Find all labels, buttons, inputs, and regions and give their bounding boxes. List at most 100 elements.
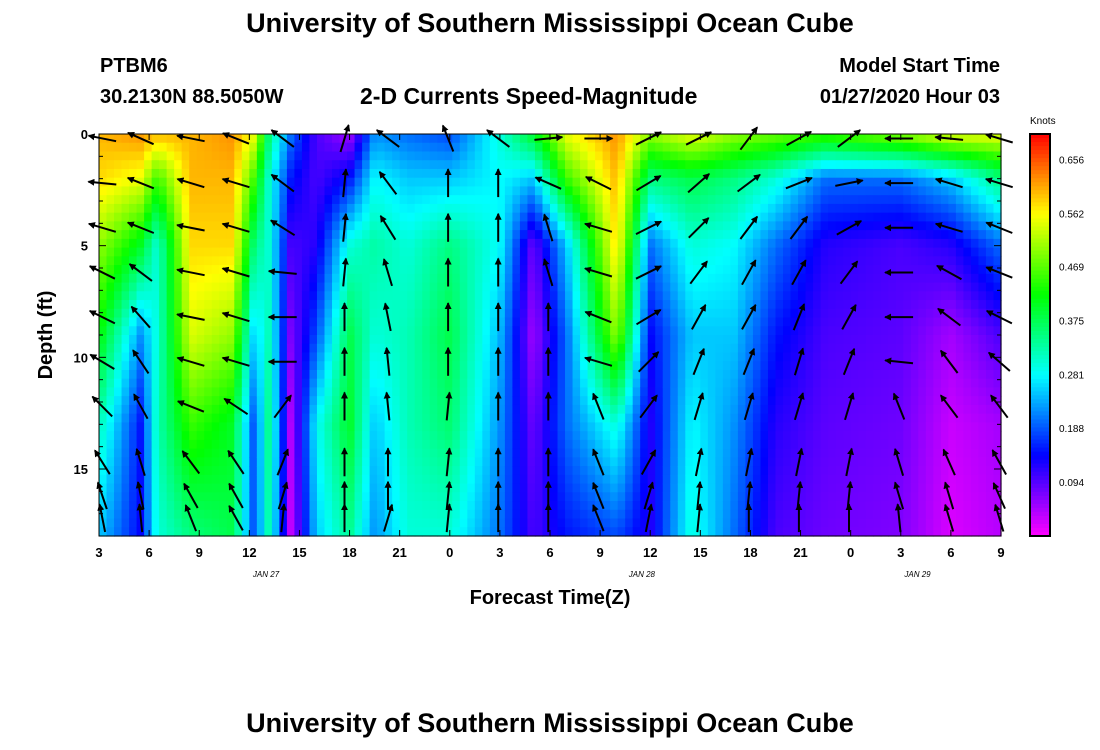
heatmap-cell xyxy=(159,177,168,188)
heatmap-cell xyxy=(99,265,108,275)
heatmap-cell xyxy=(151,369,160,380)
heatmap-cell xyxy=(783,326,792,336)
heatmap-cell xyxy=(595,195,604,205)
heatmap-cell xyxy=(99,396,108,406)
heatmap-cell xyxy=(828,404,837,415)
heatmap-cell xyxy=(294,457,303,467)
heatmap-cell xyxy=(798,474,807,485)
heatmap-cell xyxy=(542,527,551,537)
heatmap-cell xyxy=(707,134,716,144)
heatmap-cell xyxy=(452,317,461,327)
heatmap-cell xyxy=(632,431,641,441)
heatmap-cell xyxy=(587,186,596,196)
heatmap-cell xyxy=(354,160,363,170)
heatmap-cell xyxy=(459,326,468,336)
heatmap-cell xyxy=(249,492,258,502)
heatmap-cell xyxy=(264,317,273,327)
heatmap-cell xyxy=(452,361,461,371)
heatmap-cell xyxy=(580,186,589,196)
heatmap-cell xyxy=(865,195,874,205)
heatmap-cell xyxy=(467,378,476,389)
heatmap-cell xyxy=(474,352,483,362)
heatmap-cell xyxy=(662,361,671,371)
heatmap-cell xyxy=(722,343,731,354)
heatmap-cell xyxy=(422,151,431,161)
heatmap-cell xyxy=(790,291,799,301)
heatmap-cell xyxy=(715,212,724,222)
heatmap-cell xyxy=(211,404,220,415)
heatmap-cell xyxy=(271,265,280,275)
heatmap-cell xyxy=(114,317,123,327)
heatmap-cell xyxy=(144,343,153,354)
heatmap-cell xyxy=(144,352,153,362)
heatmap-cell xyxy=(820,142,829,153)
heatmap-cell xyxy=(332,168,341,179)
heatmap-cell xyxy=(557,396,566,406)
heatmap-cell xyxy=(707,195,716,205)
heatmap-cell xyxy=(843,186,852,196)
heatmap-cell xyxy=(362,518,371,528)
heatmap-cell xyxy=(805,422,814,432)
heatmap-cell xyxy=(798,195,807,205)
heatmap-cell xyxy=(783,308,792,319)
heatmap-cell xyxy=(820,256,829,266)
heatmap-cell xyxy=(99,343,108,354)
heatmap-cell xyxy=(174,203,183,214)
heatmap-cell xyxy=(429,195,438,205)
heatmap-cell xyxy=(174,439,183,450)
heatmap-cell xyxy=(414,369,423,380)
heatmap-cell xyxy=(828,387,837,397)
heatmap-cell xyxy=(580,466,589,476)
heatmap-cell xyxy=(828,378,837,389)
heatmap-cell xyxy=(467,212,476,222)
heatmap-cell xyxy=(504,212,514,222)
heatmap-cell xyxy=(422,509,431,520)
heatmap-cell xyxy=(474,221,483,231)
heatmap-cell xyxy=(542,195,551,205)
heatmap-cell xyxy=(159,492,168,502)
heatmap-cell xyxy=(685,352,694,362)
heatmap-cell xyxy=(452,134,461,144)
heatmap-cell xyxy=(512,492,521,502)
heatmap-cell xyxy=(677,387,686,397)
heatmap-cell xyxy=(565,265,574,275)
heatmap-cell xyxy=(294,492,303,502)
heatmap-cell xyxy=(775,369,784,380)
heatmap-cell xyxy=(519,308,529,319)
heatmap-cell xyxy=(271,256,280,266)
heatmap-cell xyxy=(685,474,694,485)
heatmap-cell xyxy=(234,203,243,214)
heatmap-cell xyxy=(625,308,634,319)
heatmap-cell xyxy=(888,230,897,240)
heatmap-cell xyxy=(204,413,213,423)
heatmap-cell xyxy=(625,142,634,153)
heatmap-cell xyxy=(429,273,438,284)
heatmap-cell xyxy=(166,300,175,310)
heatmap-cell xyxy=(241,527,250,537)
heatmap-cell xyxy=(662,247,671,257)
heatmap-cell xyxy=(429,378,438,389)
heatmap-cell xyxy=(767,326,777,336)
heatmap-cell xyxy=(332,265,341,275)
heatmap-cell xyxy=(249,177,258,188)
heatmap-cell xyxy=(459,369,468,380)
heatmap-cell xyxy=(189,413,198,423)
heatmap-cell xyxy=(467,448,476,458)
heatmap-cell xyxy=(369,343,378,354)
heatmap-cell xyxy=(399,212,408,222)
heatmap-cell xyxy=(647,343,656,354)
heatmap-cell xyxy=(226,265,235,275)
heatmap-cell xyxy=(407,195,416,205)
heatmap-cell xyxy=(835,238,844,249)
heatmap-cell xyxy=(550,413,559,423)
heatmap-cell xyxy=(700,439,709,450)
heatmap-cell xyxy=(519,230,529,240)
heatmap-cell xyxy=(106,186,115,196)
heatmap-cell xyxy=(587,431,596,441)
heatmap-cell xyxy=(294,352,303,362)
heatmap-cell xyxy=(181,326,190,336)
heatmap-cell xyxy=(482,457,491,467)
heatmap-cell xyxy=(850,422,859,432)
heatmap-cell xyxy=(256,177,265,188)
heatmap-cell xyxy=(730,230,739,240)
